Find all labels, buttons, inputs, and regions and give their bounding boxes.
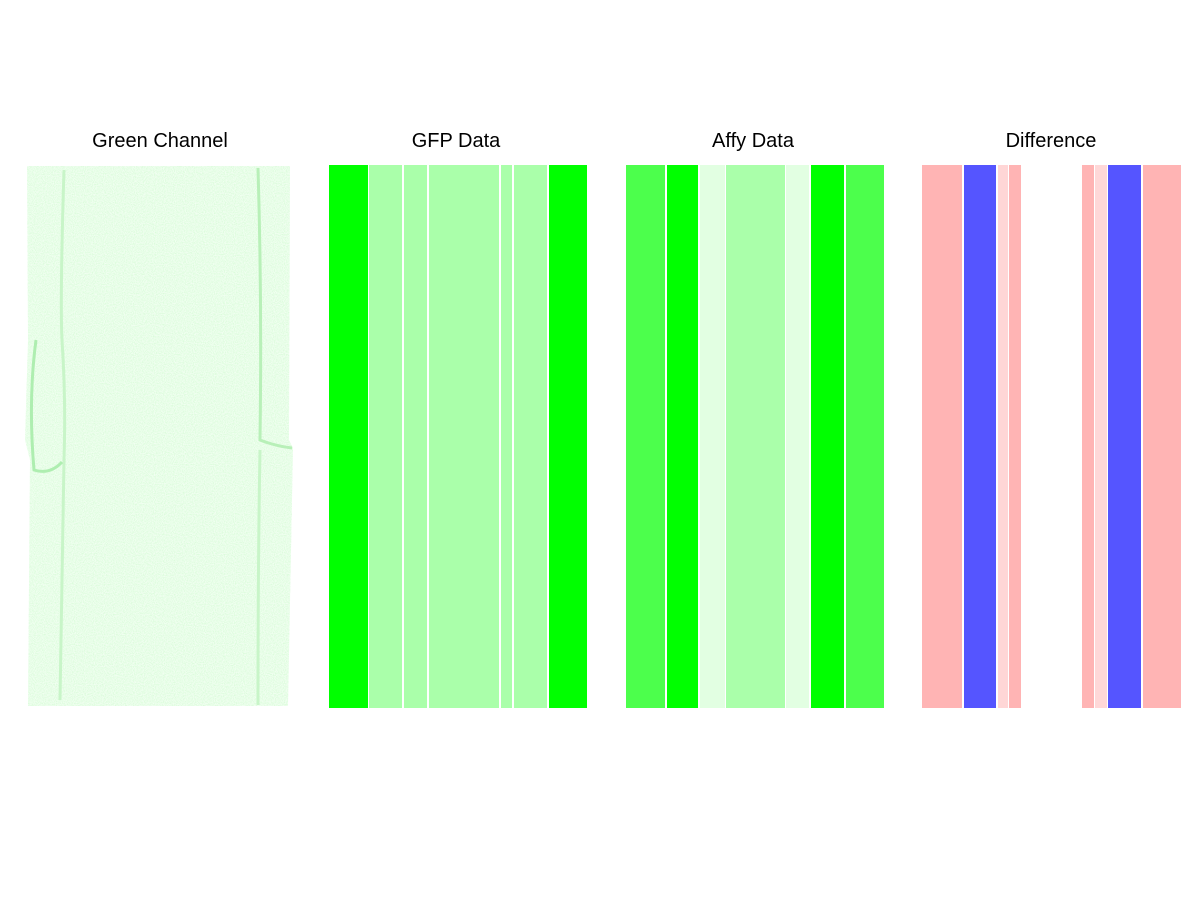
affy-stripes: [626, 165, 884, 708]
panel-title: Difference: [1006, 130, 1097, 152]
panel-title: Affy Data: [712, 130, 795, 152]
gfp-stripes: [329, 165, 587, 708]
difference-stripes: [922, 165, 1181, 708]
green-channel-image: [25, 166, 293, 706]
panel-title: GFP Data: [412, 130, 501, 152]
panel-title: Green Channel: [92, 130, 228, 152]
